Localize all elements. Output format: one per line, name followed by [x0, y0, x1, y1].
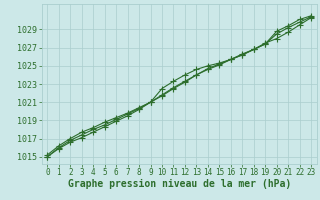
X-axis label: Graphe pression niveau de la mer (hPa): Graphe pression niveau de la mer (hPa) — [68, 179, 291, 189]
